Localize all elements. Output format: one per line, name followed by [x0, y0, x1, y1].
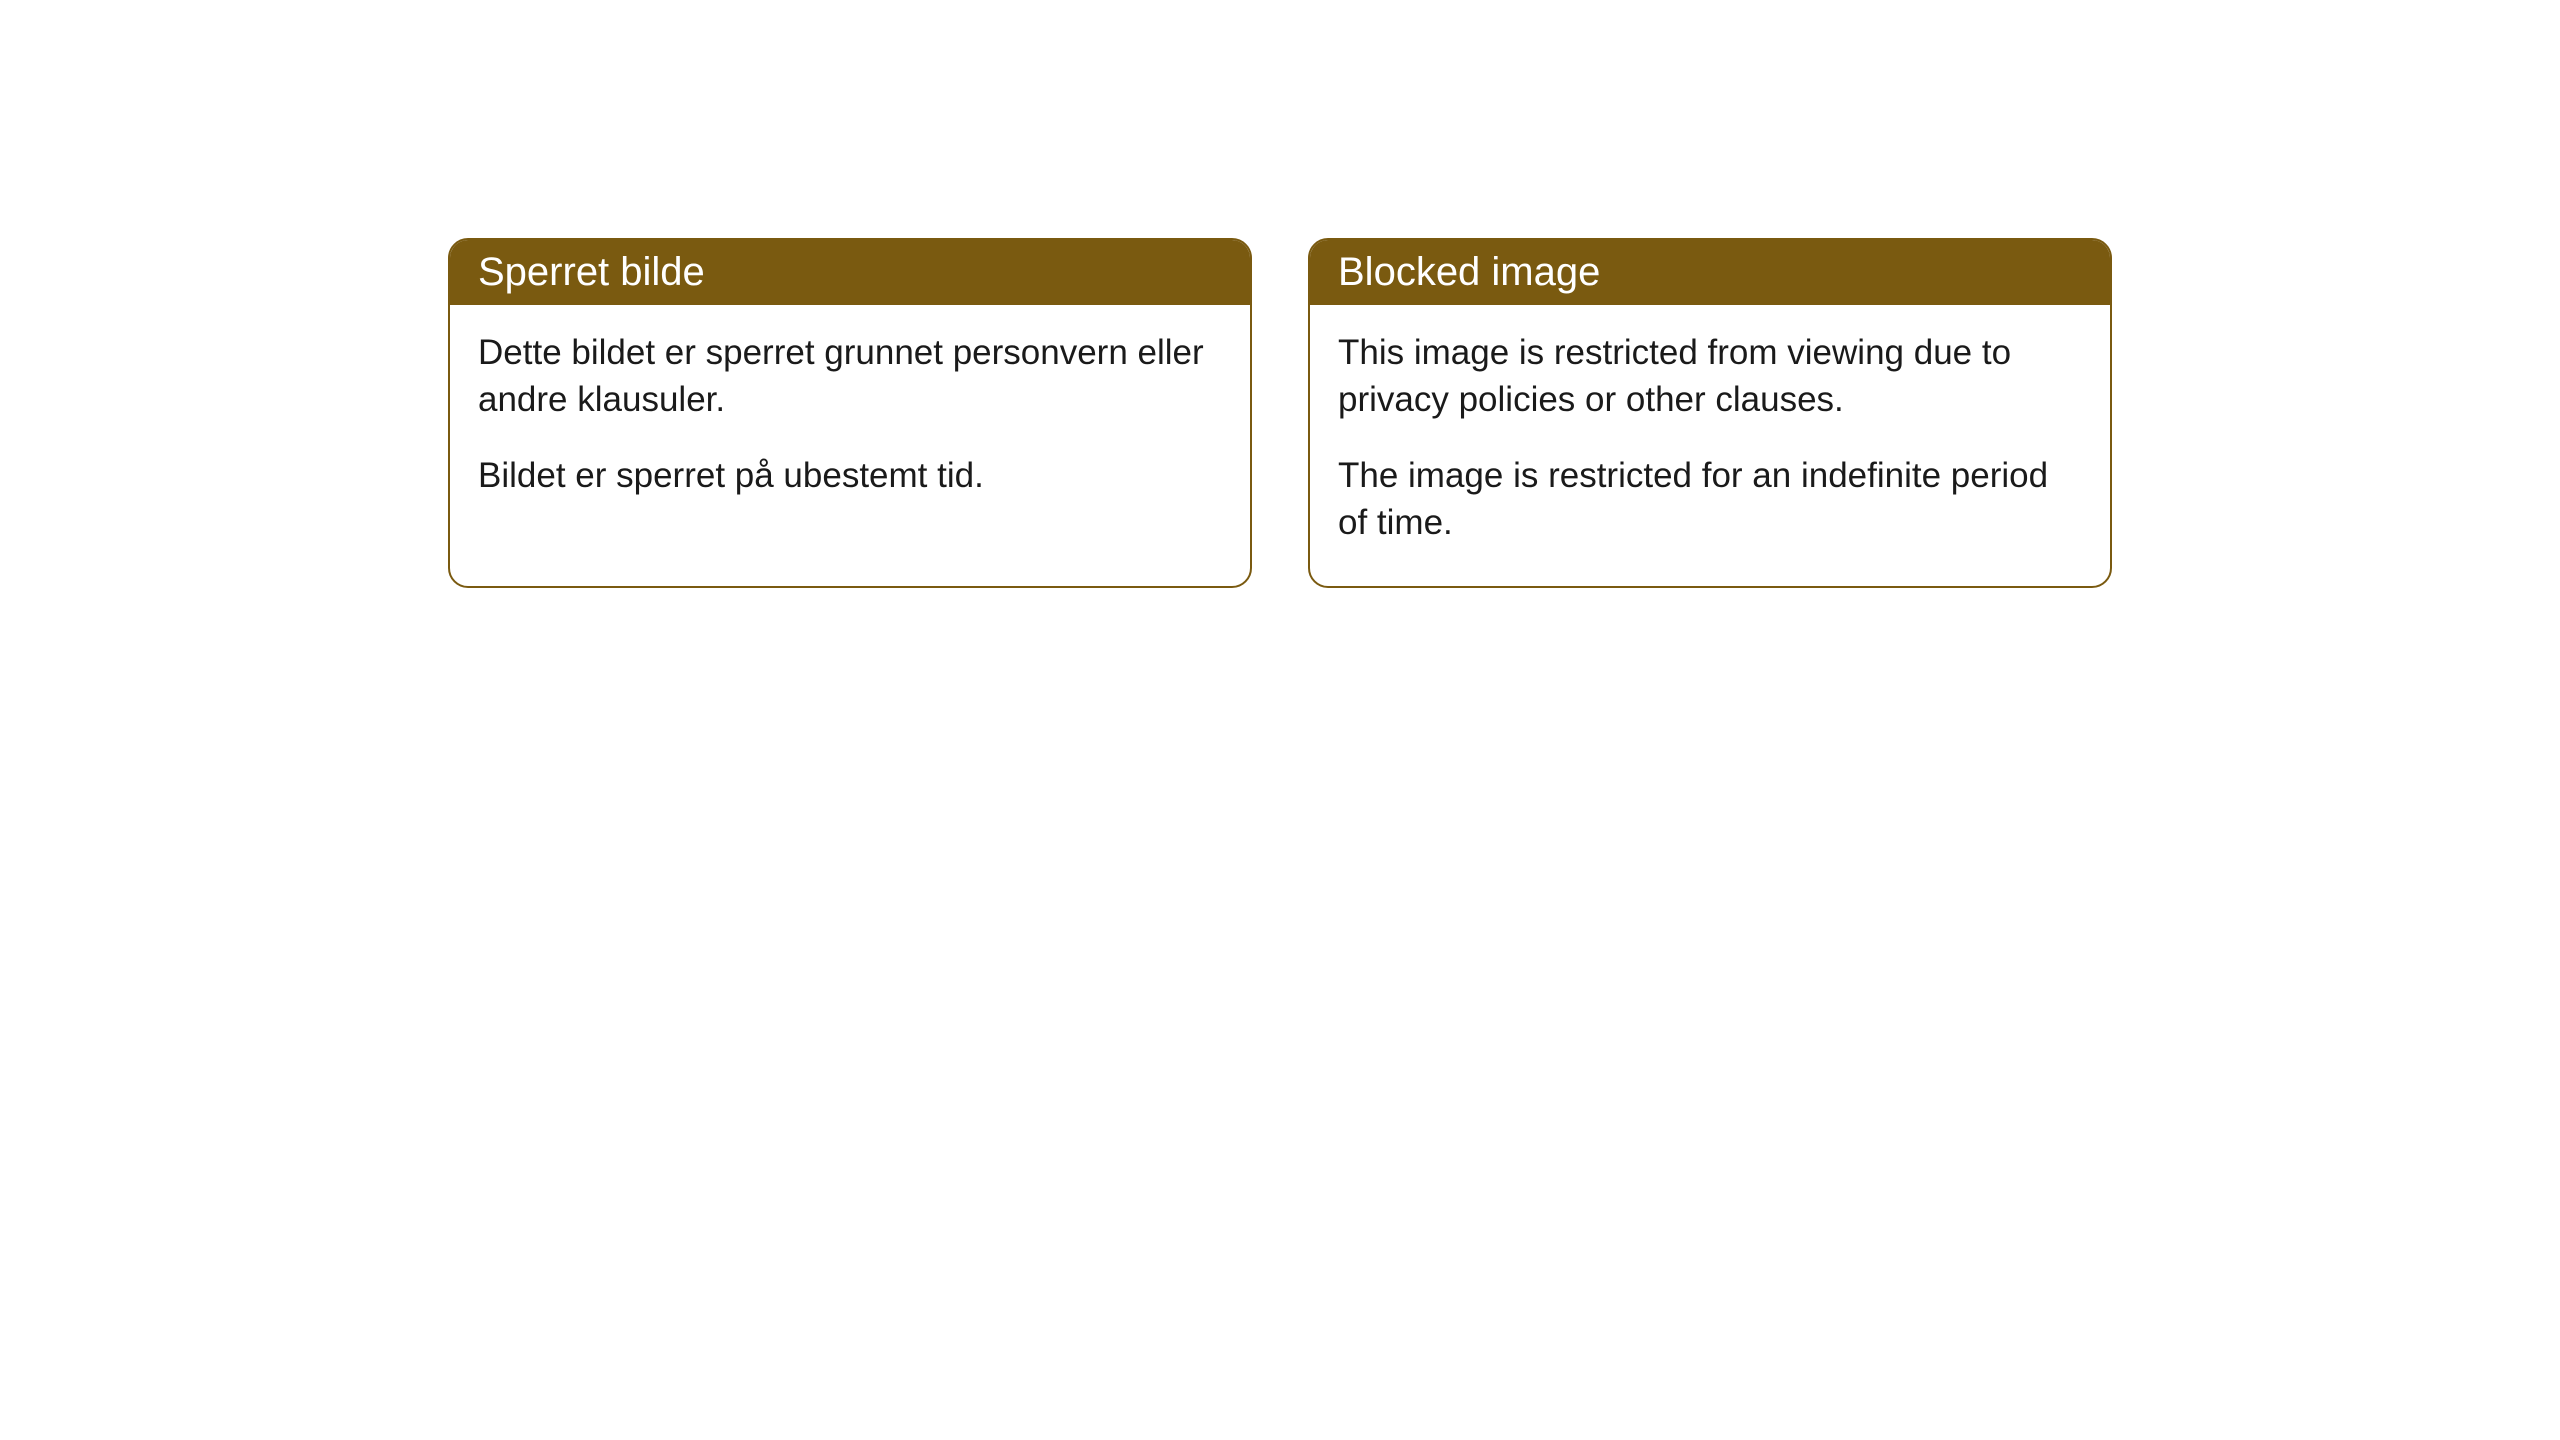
notice-card-english: Blocked image This image is restricted f…	[1308, 238, 2112, 588]
card-title-english: Blocked image	[1338, 250, 1600, 294]
card-paragraph-2-norwegian: Bildet er sperret på ubestemt tid.	[478, 452, 1222, 499]
card-header-norwegian: Sperret bilde	[450, 240, 1250, 305]
card-body-english: This image is restricted from viewing du…	[1310, 305, 2110, 586]
card-body-norwegian: Dette bildet er sperret grunnet personve…	[450, 305, 1250, 539]
notice-card-norwegian: Sperret bilde Dette bildet er sperret gr…	[448, 238, 1252, 588]
card-header-english: Blocked image	[1310, 240, 2110, 305]
card-title-norwegian: Sperret bilde	[478, 250, 705, 294]
notice-cards-container: Sperret bilde Dette bildet er sperret gr…	[448, 238, 2112, 588]
card-paragraph-1-english: This image is restricted from viewing du…	[1338, 329, 2082, 424]
card-paragraph-2-english: The image is restricted for an indefinit…	[1338, 452, 2082, 547]
card-paragraph-1-norwegian: Dette bildet er sperret grunnet personve…	[478, 329, 1222, 424]
